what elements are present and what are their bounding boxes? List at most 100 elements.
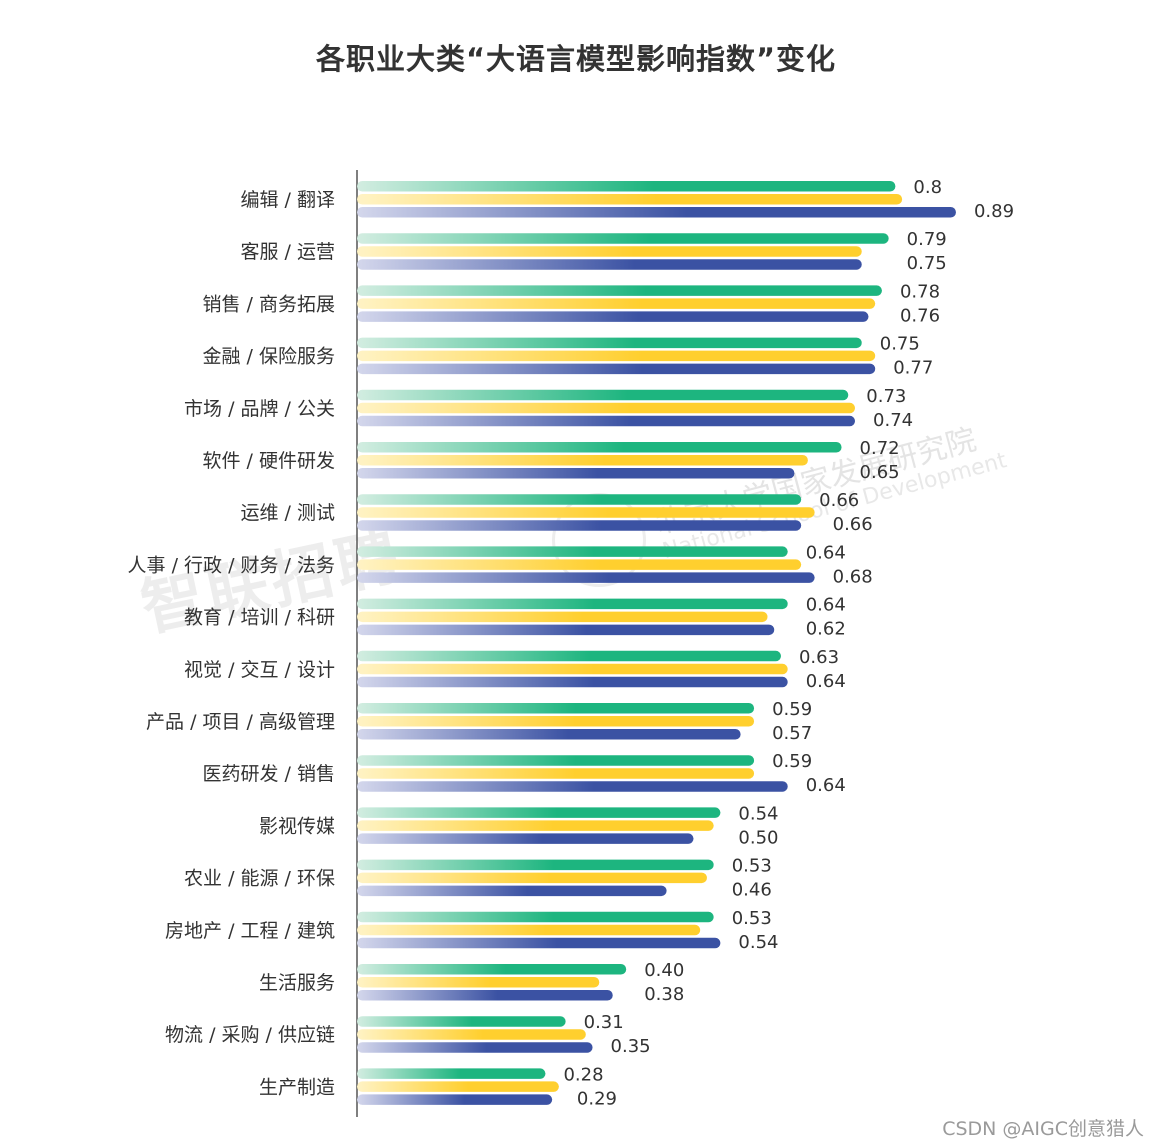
- bar-series-1: [357, 442, 842, 453]
- bar-series-3: [357, 729, 741, 740]
- bar-series-2: [357, 298, 876, 309]
- category-label: 金融 / 保险服务: [203, 346, 335, 368]
- bar-series-2: [357, 1081, 559, 1092]
- category-label: 编辑 / 翻译: [241, 189, 335, 211]
- bar-series-2: [357, 924, 701, 936]
- data-label: 0.68: [833, 566, 873, 587]
- bar-series-2: [357, 402, 856, 414]
- category-label: 软件 / 硬件研发: [203, 450, 335, 472]
- bar-series-3: [357, 572, 815, 583]
- bar-series-1: [357, 181, 896, 192]
- bar-series-3: [357, 676, 788, 688]
- category-label: 销售 / 商务拓展: [203, 293, 335, 315]
- data-label: 0.66: [819, 490, 859, 511]
- category-label: 教育 / 培训 / 科研: [184, 607, 335, 629]
- bar-series-3: [357, 833, 694, 844]
- bar-series-3: [357, 259, 862, 270]
- bar-series-3: [357, 311, 869, 322]
- data-label: 0.75: [907, 253, 947, 274]
- bar-series-1: [357, 964, 627, 975]
- category-label: 人事 / 行政 / 财务 / 法务: [128, 554, 335, 576]
- bar-series-1: [357, 546, 788, 557]
- data-label: 0.72: [860, 438, 900, 459]
- bar-series-1: [357, 755, 755, 766]
- data-label: 0.77: [893, 358, 933, 379]
- bar-series-2: [357, 455, 808, 466]
- bar-series-1: [357, 1068, 546, 1079]
- data-label: 0.29: [577, 1088, 617, 1109]
- bar-series-2: [357, 507, 815, 518]
- category-label: 生活服务: [259, 972, 335, 994]
- category-label: 生产制造: [259, 1076, 335, 1098]
- category-label: 影视传媒: [259, 815, 335, 837]
- category-label: 医药研发 / 销售: [203, 763, 335, 785]
- bar-series-1: [357, 494, 802, 505]
- bar-series-1: [357, 285, 882, 296]
- category-label: 物流 / 采购 / 供应链: [165, 1024, 335, 1046]
- bar-series-2: [357, 246, 862, 257]
- bar-series-3: [357, 363, 876, 375]
- chart-title: 各职业大类“大语言模型影响指数”变化: [315, 42, 837, 76]
- bar-series-3: [357, 781, 788, 792]
- bar-series-3: [357, 1042, 593, 1053]
- data-label: 0.65: [860, 462, 900, 483]
- data-label: 0.28: [563, 1064, 603, 1085]
- data-label: 0.64: [806, 775, 846, 796]
- data-label: 0.74: [873, 410, 913, 431]
- data-label: 0.8: [913, 177, 942, 198]
- bar-series-3: [357, 624, 775, 636]
- bar-series-1: [357, 650, 781, 662]
- data-label: 0.59: [772, 751, 812, 772]
- bar-series-1: [357, 859, 714, 871]
- data-label: 0.50: [738, 827, 778, 848]
- bar-series-2: [357, 611, 768, 623]
- data-label: 0.78: [900, 281, 940, 302]
- data-label: 0.73: [866, 386, 906, 407]
- data-label: 0.53: [732, 908, 772, 929]
- bar-series-3: [357, 990, 613, 1001]
- bar-series-2: [357, 768, 755, 779]
- bar-series-2: [357, 350, 876, 362]
- bar-series-3: [357, 885, 667, 897]
- data-label: 0.53: [732, 856, 772, 877]
- category-label: 产品 / 项目 / 高级管理: [146, 711, 335, 733]
- data-label: 0.54: [738, 932, 778, 953]
- data-label: 0.40: [644, 960, 684, 981]
- category-label: 运维 / 测试: [241, 502, 335, 524]
- credit-text: CSDN @AIGC创意猎人: [942, 1118, 1144, 1140]
- data-label: 0.64: [806, 595, 846, 616]
- data-label: 0.63: [799, 647, 839, 668]
- bar-series-2: [357, 716, 755, 727]
- bar-series-3: [357, 520, 802, 531]
- bar-series-3: [357, 207, 956, 218]
- bar-series-1: [357, 598, 788, 610]
- data-label: 0.89: [974, 201, 1014, 222]
- bar-series-1: [357, 389, 849, 401]
- bar-series-2: [357, 820, 714, 831]
- data-label: 0.75: [880, 334, 920, 355]
- data-label: 0.35: [611, 1036, 651, 1057]
- bar-series-2: [357, 559, 802, 570]
- data-label: 0.64: [806, 542, 846, 563]
- bar-series-1: [357, 807, 721, 818]
- data-label: 0.57: [772, 723, 812, 744]
- bar-series-3: [357, 468, 795, 479]
- data-label: 0.62: [806, 619, 846, 640]
- bar-series-3: [357, 1094, 553, 1105]
- bar-series-2: [357, 872, 707, 884]
- bar-series-2: [357, 194, 903, 205]
- data-label: 0.66: [833, 514, 873, 535]
- data-label: 0.64: [806, 671, 846, 692]
- data-label: 0.31: [584, 1012, 624, 1033]
- bar-series-1: [357, 337, 862, 349]
- bar-series-2: [357, 1029, 586, 1040]
- data-label: 0.76: [900, 305, 940, 326]
- bar-series-1: [357, 911, 714, 923]
- data-label: 0.46: [732, 880, 772, 901]
- category-label: 客服 / 运营: [241, 241, 335, 263]
- data-label: 0.79: [907, 229, 947, 250]
- bar-series-3: [357, 415, 856, 427]
- bar-series-1: [357, 703, 755, 714]
